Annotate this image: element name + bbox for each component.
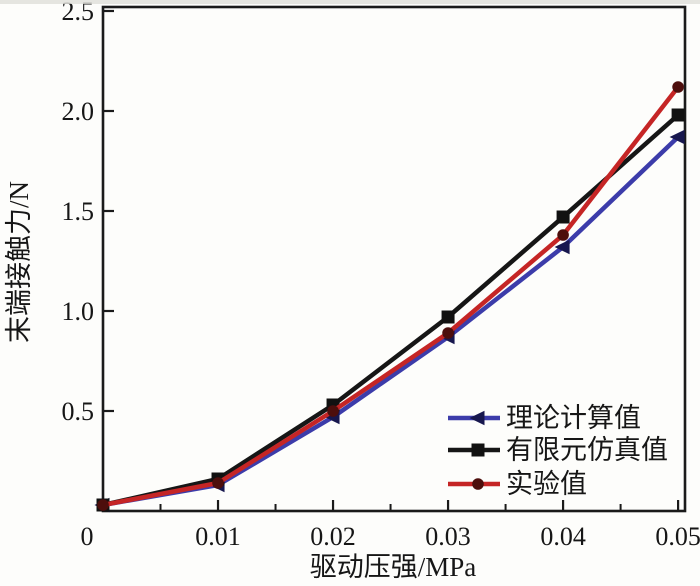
chart-generated-layer: 0.5 1.0 1.5 2.0 2.5 0.01 0.02 0.03 0.04 0.05 0 理论计算…: [62, 0, 700, 551]
legend-marker: [472, 478, 484, 490]
series-line: [102, 85, 680, 508]
data-point-marker: [441, 310, 455, 324]
y-tick-label: 2.5: [62, 0, 95, 26]
x-tick-label: 0.03: [425, 522, 471, 551]
legend-label: 有限元仿真值: [506, 435, 668, 465]
series-line: [102, 113, 680, 508]
legend-marker: [471, 443, 485, 457]
scan-artifact-strip: [0, 0, 700, 4]
data-point-marker: [556, 210, 570, 224]
data-point-marker: [671, 108, 685, 122]
data-point-marker: [212, 477, 224, 489]
plot-border: [101, 5, 687, 513]
x-axis-title: 驱动压强/MPa: [310, 552, 477, 582]
x-tick-label: 0.05: [655, 522, 700, 551]
data-point-marker: [97, 499, 109, 511]
legend-marker: [469, 410, 485, 426]
data-point-marker: [442, 327, 454, 339]
y-axis-title: 末端接触力/N: [4, 181, 34, 343]
y-tick-label: 0.5: [62, 397, 95, 426]
data-point-marker: [327, 405, 339, 417]
x-tick-label: 0.01: [195, 522, 241, 551]
data-point-marker: [669, 129, 685, 145]
data-point-marker: [672, 81, 684, 93]
data-point-marker: [557, 229, 569, 241]
origin-tick-label: 0: [81, 522, 94, 551]
x-tick-label: 0.04: [540, 522, 586, 551]
data-point-marker: [554, 239, 570, 255]
y-tick-label: 1.0: [62, 297, 95, 326]
y-tick-label: 2.0: [62, 97, 95, 126]
legend-label: 理论计算值: [506, 403, 641, 433]
x-tick-label: 0.02: [310, 522, 356, 551]
y-tick-label: 1.5: [62, 197, 95, 226]
legend-label: 实验值: [506, 469, 587, 499]
